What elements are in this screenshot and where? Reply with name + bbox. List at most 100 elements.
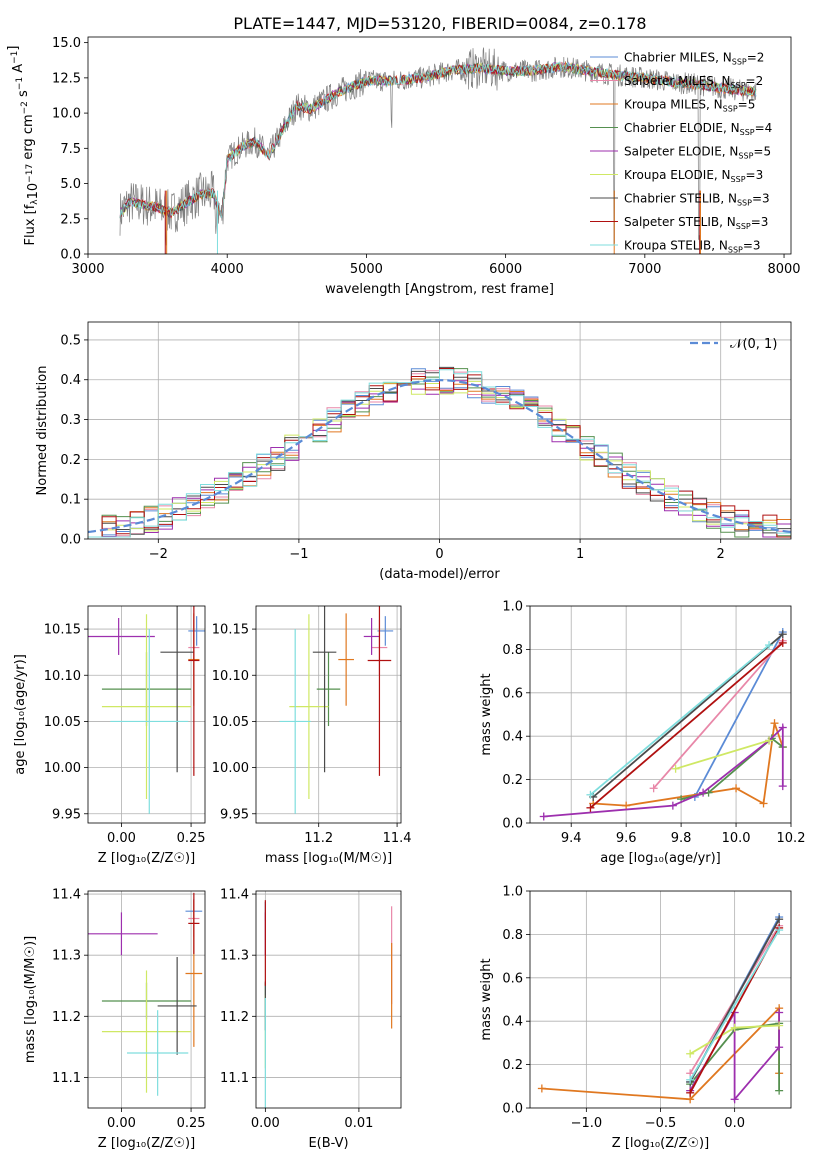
y-tick-label: 0.1 bbox=[60, 493, 81, 508]
y-tick-label: 11.3 bbox=[52, 949, 81, 964]
y-tick-label: 9.95 bbox=[52, 807, 81, 822]
legend-label: Salpeter MILES, NSSP=2 bbox=[624, 74, 763, 90]
y-tick-label: 10.10 bbox=[44, 669, 81, 684]
legend-sub: SSP bbox=[731, 175, 746, 184]
legend-nssp: =5 bbox=[753, 145, 771, 159]
legend-label: Kroupa ELODIE, NSSP=3 bbox=[624, 168, 763, 184]
y-tick-label: 10.00 bbox=[44, 761, 81, 776]
legend-nssp: =2 bbox=[746, 74, 764, 88]
legend-label: Kroupa MILES, NSSP=5 bbox=[624, 98, 755, 114]
legend-label: Salpeter STELIB, NSSP=3 bbox=[624, 215, 768, 231]
y-tick-label: 0.0 bbox=[60, 248, 81, 263]
y-tick-label: 11.1 bbox=[52, 1071, 81, 1086]
y-tick-label: 0.8 bbox=[502, 643, 523, 658]
y-label-part: −1 bbox=[10, 51, 20, 64]
y-tick-label: 0.5 bbox=[60, 333, 81, 348]
x-axis-label: Z [log₁₀(Z/Z☉)] bbox=[98, 851, 195, 866]
y-tick-label: 0.2 bbox=[502, 1058, 523, 1073]
legend-model-name: Salpeter MILES, N bbox=[624, 74, 731, 88]
legend-sub: SSP bbox=[728, 246, 743, 255]
legend-sub: SSP bbox=[732, 58, 747, 67]
plot-area bbox=[88, 891, 205, 1108]
y-label-part: −2 bbox=[20, 101, 30, 114]
y-tick-label: 0.4 bbox=[60, 373, 81, 388]
plot-area bbox=[88, 322, 791, 539]
plot-area bbox=[530, 891, 791, 1108]
x-tick-label: 9.8 bbox=[671, 831, 692, 846]
x-tick-label: 4000 bbox=[211, 262, 244, 277]
y-tick-label: 7.5 bbox=[60, 142, 81, 157]
y-label-part: erg cm bbox=[21, 114, 36, 163]
x-tick-label: 11.2 bbox=[304, 831, 333, 846]
axes-frame bbox=[529, 890, 792, 1109]
y-tick-label: 1.0 bbox=[502, 600, 523, 615]
y-tick-label: 0.2 bbox=[502, 773, 523, 788]
legend-model-name: Kroupa MILES, N bbox=[624, 98, 723, 112]
y-tick-label: 11.3 bbox=[220, 949, 249, 964]
y-tick-label: 11.4 bbox=[52, 888, 81, 903]
x-tick-label: 1 bbox=[576, 547, 584, 562]
normal-curve bbox=[88, 379, 791, 534]
x-tick-label: 0.00 bbox=[251, 1116, 280, 1131]
legend-model-name: Chabrier ELODIE, N bbox=[624, 121, 740, 135]
y-tick-label: 12.5 bbox=[52, 71, 81, 86]
weight-line-salmon bbox=[652, 640, 784, 789]
panel-mass_vs_ebv: 0.00 0.01 11.1 11.2 11.3 11.4 E(B-V) bbox=[220, 888, 402, 1151]
plot-area bbox=[256, 606, 401, 823]
axes-frame bbox=[87, 321, 792, 540]
y-label-part: −1 bbox=[15, 77, 25, 90]
legend-sub: SSP bbox=[731, 81, 746, 90]
y-tick-label: 0.4 bbox=[502, 730, 523, 745]
x-axis-label: age [log₁₀(age/yr)] bbox=[600, 851, 721, 866]
y-tick-label: 5.0 bbox=[60, 177, 81, 192]
y-tick-label: 0.3 bbox=[60, 413, 81, 428]
y-label-part: 10 bbox=[26, 183, 41, 200]
legend-normal-label: 𝒩(0, 1) bbox=[730, 337, 777, 352]
y-tick-label: 10.15 bbox=[44, 623, 81, 638]
y-axis-label: mass weight bbox=[479, 673, 494, 755]
axes-frame bbox=[87, 605, 206, 824]
panel-age_vs_mass: 11.2 11.4 9.95 10.00 10.05 10.10 10.15 mass [lo… bbox=[212, 605, 412, 866]
y-tick-label: 0.8 bbox=[502, 928, 523, 943]
axes-layer: 3000 4000 5000 6000 7000 80000.02.55.07.510.0… bbox=[6, 36, 805, 1151]
legend-sub: SSP bbox=[736, 222, 751, 231]
x-tick-label: 9.6 bbox=[616, 831, 637, 846]
y-axis-label: age [log₁₀(age/yr)] bbox=[13, 654, 28, 775]
y-label-part: Flux [f bbox=[23, 204, 38, 245]
legend-model-name: Kroupa ELODIE, N bbox=[624, 168, 731, 182]
legend-nssp: =3 bbox=[746, 168, 764, 182]
y-tick-label: 0.2 bbox=[60, 453, 81, 468]
y-tick-label: 1.0 bbox=[502, 885, 523, 900]
x-axis-label: Z [log₁₀(Z/Z☉)] bbox=[612, 1136, 709, 1151]
weight-line-dark bbox=[592, 633, 784, 798]
legend-nssp: =3 bbox=[743, 239, 761, 253]
x-tick-label: 0.00 bbox=[107, 831, 136, 846]
weight-line-cyan bbox=[589, 644, 770, 796]
x-tick-label: −1.0 bbox=[571, 1116, 603, 1131]
legend-label: Chabrier MILES, NSSP=2 bbox=[624, 51, 764, 67]
axes-frame bbox=[255, 605, 402, 824]
y-tick-label: 10.00 bbox=[212, 761, 249, 776]
weight-line-orange bbox=[593, 722, 784, 807]
legend-nssp: =3 bbox=[752, 192, 770, 206]
x-tick-label: 0.25 bbox=[177, 831, 206, 846]
panel-spectrum: 3000 4000 5000 6000 7000 8000 0.0 2.5 5.0 7.5 10.0… bbox=[6, 36, 801, 297]
y-tick-label: 0.4 bbox=[502, 1015, 523, 1030]
axes-frame bbox=[529, 605, 792, 824]
y-tick-label: 10.10 bbox=[212, 669, 249, 684]
legend-model-name: Salpeter STELIB, N bbox=[624, 215, 736, 229]
plot-area bbox=[88, 606, 205, 823]
legend-model-name: Chabrier MILES, N bbox=[624, 51, 732, 65]
y-axis-label: Normed distribution bbox=[35, 366, 50, 496]
y-tick-label: 11.2 bbox=[220, 1010, 249, 1025]
y-tick-label: 0.0 bbox=[502, 817, 523, 832]
y-axis-label: mass weight bbox=[479, 958, 494, 1040]
y-label-part: s bbox=[16, 90, 31, 101]
x-axis-label: wavelength [Angstrom, rest frame] bbox=[325, 282, 554, 297]
x-axis-label: E(B-V) bbox=[308, 1136, 348, 1151]
panel-mass_vs_Z: 0.00 0.25 11.1 11.2 11.3 11.4 Z [log₁₀(Z/Z☉)] m… bbox=[23, 888, 206, 1151]
plot-area bbox=[530, 606, 791, 823]
model-spectrum-cyan bbox=[119, 61, 757, 219]
